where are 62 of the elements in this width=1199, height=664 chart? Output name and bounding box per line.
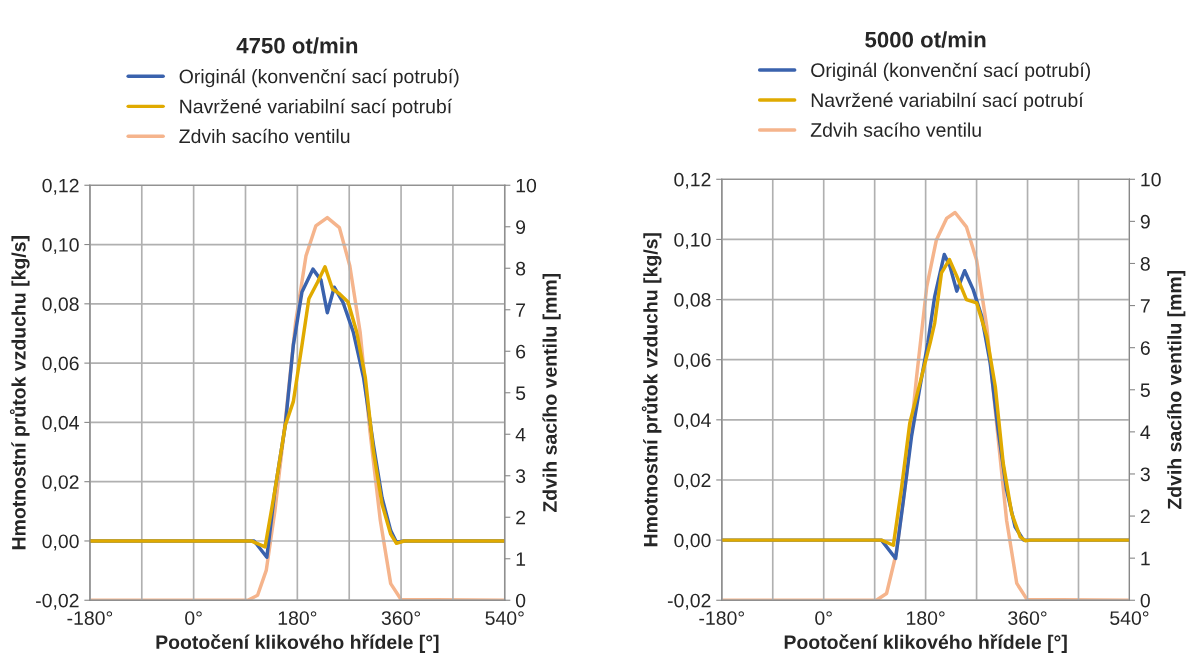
y-tick-label: 0,10 <box>674 232 711 249</box>
y-tick-label: 0,06 <box>674 353 711 370</box>
y-tick-label: 0,00 <box>674 533 711 550</box>
y2-tick-label: 7 <box>1140 299 1150 313</box>
legend-label: Zdvih sacího ventilu <box>810 122 981 137</box>
y-tick-label: 0,04 <box>42 415 79 432</box>
legend-label: Originál (konvenční sací potrubí) <box>179 68 459 88</box>
y-tick-label: 0,04 <box>674 413 711 430</box>
x-tick-label: 360° <box>1008 611 1047 625</box>
y2-tick-label: 4 <box>1140 425 1151 439</box>
y2-tick-label: 2 <box>1140 509 1150 524</box>
y-tick-label: 0,08 <box>674 293 711 310</box>
x-axis-title: Pootočení klikového hřídele [°] <box>784 634 1067 653</box>
y-tick-label: 0,08 <box>42 297 79 314</box>
y-tick-label: 0,12 <box>42 178 79 195</box>
y2-tick-label: 6 <box>516 344 526 359</box>
y2-tick-label: 1 <box>516 552 526 566</box>
y2-tick-label: 5 <box>1140 383 1150 398</box>
x-tick-label: 540° <box>1110 611 1149 625</box>
x-tick-label: 180° <box>907 611 945 625</box>
y-tick-label: 0,02 <box>674 473 711 490</box>
x-axis-title: Pootočení klikového hřídele [°] <box>156 634 439 653</box>
chart-title: 4750 ot/min <box>236 37 358 54</box>
y2-tick-label: 8 <box>516 261 526 276</box>
x-tick-label: 540° <box>485 611 524 625</box>
y2-tick-label: 8 <box>1140 256 1150 271</box>
y-tick-label: 0,10 <box>42 238 79 255</box>
y2-tick-label: 3 <box>1140 467 1150 482</box>
y-tick-label: 0,02 <box>42 475 79 492</box>
y2-tick-label: 7 <box>516 303 526 317</box>
y-axis-title: Hmotnostní průtok vzduchu [kg/s] <box>9 236 30 550</box>
legend-label: Zdvih sacího ventilu <box>179 128 350 144</box>
y-tick-label: -0,02 <box>667 593 711 610</box>
y2-tick-label: 1 <box>1141 551 1150 566</box>
y2-axis-title: Zdvih sacího ventilu [mm] <box>1167 270 1186 510</box>
x-tick-label: 0° <box>185 611 202 625</box>
y-tick-label: 0,06 <box>42 356 79 373</box>
y-tick-label: 0,12 <box>674 172 711 189</box>
y-axis-title: Hmotnostní průtok vzduchu [kg/s] <box>641 233 662 547</box>
y2-tick-label: 10 <box>516 178 537 193</box>
y2-tick-label: 2 <box>516 510 526 525</box>
y2-tick-label: 0 <box>1140 593 1150 608</box>
legend-label: Navržené variabilní sací potrubí <box>180 98 453 118</box>
x-tick-label: 180° <box>278 611 317 625</box>
y2-tick-label: 10 <box>1141 172 1161 187</box>
y2-tick-label: 9 <box>1140 214 1150 229</box>
legend-label: Navržené variabilní sací potrubí <box>811 92 1084 111</box>
x-tick-label: 0° <box>815 611 832 625</box>
y2-tick-label: 5 <box>515 386 526 400</box>
y2-axis-title: Zdvih sacího ventilu [mm] <box>542 273 561 513</box>
y-tick-label: 0,00 <box>42 534 79 551</box>
x-tick-label: -180° <box>699 611 744 625</box>
y2-tick-label: 9 <box>516 220 526 234</box>
y2-tick-label: 3 <box>515 469 526 483</box>
chart-title: 5000 ot/min <box>865 31 986 48</box>
y2-tick-label: 4 <box>515 427 526 442</box>
legend-label: Originál (konvenční sací potrubí) <box>811 62 1091 81</box>
x-tick-label: 360° <box>381 611 421 625</box>
y2-tick-label: 0 <box>515 593 526 608</box>
x-tick-label: -180° <box>67 611 113 625</box>
y-tick-label: -0,02 <box>36 593 79 610</box>
y2-tick-label: 6 <box>1140 341 1150 355</box>
